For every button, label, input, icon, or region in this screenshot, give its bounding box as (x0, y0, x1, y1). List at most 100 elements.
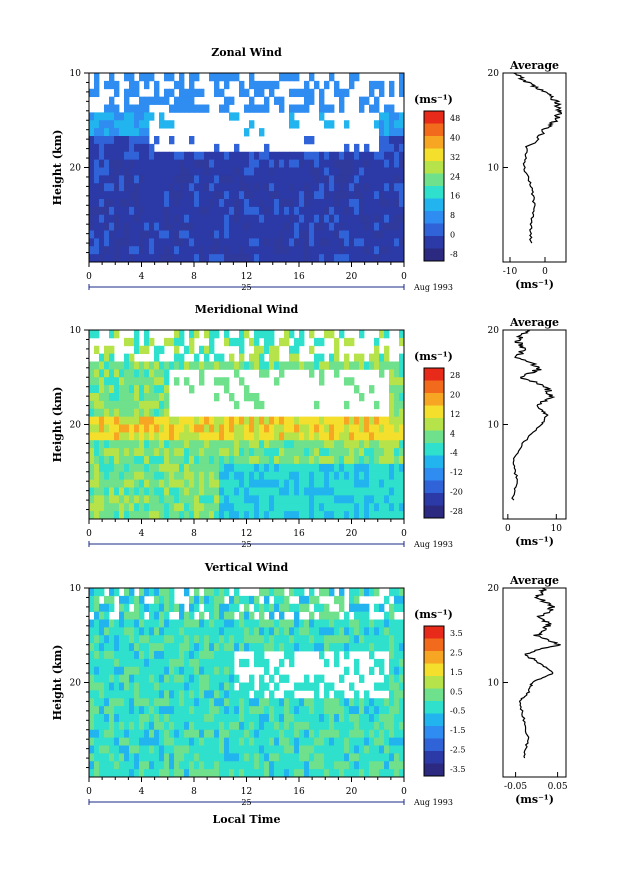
heatmap-cell (184, 424, 190, 433)
heatmap-cell (344, 361, 350, 370)
heatmap-cell (279, 191, 285, 200)
heatmap-cell (159, 603, 165, 613)
heatmap-cell (219, 690, 225, 699)
heatmap-cell (184, 658, 190, 668)
heatmap-cell (249, 456, 255, 465)
heatmap-cell (274, 737, 280, 746)
heatmap-cell (364, 714, 370, 723)
heatmap-cell (389, 753, 395, 762)
heatmap-cell (349, 495, 355, 504)
heatmap-cell (144, 682, 150, 691)
heatmap-cell (144, 463, 150, 473)
heatmap-cell (344, 143, 350, 153)
heatmap-cell (324, 619, 330, 628)
heatmap-cell (319, 191, 325, 200)
heatmap-cell (299, 721, 305, 731)
heatmap-cell (314, 183, 320, 192)
heatmap-cell (119, 690, 125, 699)
heatmap-cell (109, 588, 115, 597)
heatmap-cell (169, 222, 175, 231)
average-unit-label: (ms⁻¹) (515, 535, 554, 548)
heatmap-cell (219, 73, 225, 82)
heatmap-cell (159, 706, 165, 715)
heatmap-cell (254, 214, 260, 224)
heatmap-cell (374, 104, 380, 113)
heatmap-cell (394, 128, 400, 137)
heatmap-cell (209, 337, 215, 347)
heatmap-cell (399, 463, 405, 473)
heatmap-cell (389, 706, 395, 715)
heatmap-cell (144, 120, 150, 129)
heatmap-cell (349, 448, 355, 457)
heatmap-cell (204, 432, 210, 441)
heatmap-cell (259, 191, 265, 200)
heatmap-cell (134, 495, 140, 504)
heatmap-cell (339, 706, 345, 715)
heatmap-cell (204, 714, 210, 723)
heatmap-cell (119, 128, 125, 137)
heatmap-cell (114, 416, 120, 425)
heatmap-cell (239, 611, 245, 620)
heatmap-cell (129, 120, 135, 129)
heatmap-cell (219, 175, 225, 184)
heatmap-cell (99, 588, 105, 597)
heatmap-cell (124, 682, 130, 691)
heatmap-cell (209, 191, 215, 200)
heatmap-cell (269, 487, 275, 496)
heatmap-cell (294, 167, 300, 176)
heatmap-cell (249, 698, 255, 707)
heatmap-cell (199, 761, 205, 770)
heatmap-cell (299, 214, 305, 224)
heatmap-cell (214, 183, 220, 192)
heatmap-cell (334, 214, 340, 224)
heatmap-cell (329, 254, 335, 263)
heatmap-cell (154, 479, 160, 488)
heatmap-cell (234, 448, 240, 457)
heatmap-cell (264, 206, 270, 216)
heatmap-cell (174, 658, 180, 668)
heatmap-cell (214, 456, 220, 465)
heatmap-cell (334, 440, 340, 449)
heatmap-cell (339, 643, 345, 652)
heatmap-cell (94, 120, 100, 129)
heatmap-cell (394, 151, 400, 161)
heatmap-cell (99, 361, 105, 370)
heatmap-cell (194, 627, 200, 636)
heatmap-cell (184, 463, 190, 473)
heatmap-cell (279, 761, 285, 770)
heatmap-cell (199, 729, 205, 739)
heatmap-cell (259, 588, 265, 597)
heatmap-cell (139, 595, 145, 605)
heatmap-cell (244, 761, 250, 770)
heatmap-cell (119, 682, 125, 691)
heatmap-cell (244, 745, 250, 754)
heatmap-cell (284, 151, 290, 161)
heatmap-cell (314, 214, 320, 224)
heatmap-cell (199, 495, 205, 504)
heatmap-cell (379, 88, 385, 98)
heatmap-cell (89, 588, 95, 597)
heatmap-cell (274, 769, 280, 778)
heatmap-cell (189, 214, 195, 224)
heatmap-cell (284, 448, 290, 457)
heatmap-cell (154, 222, 160, 231)
heatmap-cell (159, 487, 165, 496)
heatmap-cell (364, 761, 370, 770)
heatmap-cell (114, 206, 120, 216)
heatmap-cell (389, 463, 395, 473)
heatmap-cell (234, 246, 240, 255)
heatmap-cell (89, 214, 95, 224)
heatmap-cell (389, 230, 395, 239)
heatmap-cell (349, 635, 355, 644)
heatmap-cell (144, 254, 150, 263)
heatmap-cell (279, 440, 285, 449)
heatmap-cell (159, 385, 165, 394)
heatmap-cell (119, 254, 125, 263)
heatmap-cell (209, 503, 215, 512)
heatmap-cell (369, 230, 375, 239)
heatmap-cell (299, 511, 305, 520)
heatmap-cell (249, 643, 255, 652)
heatmap-cell (354, 627, 360, 636)
heatmap-cell (374, 495, 380, 504)
heatmap-cell (109, 175, 115, 184)
